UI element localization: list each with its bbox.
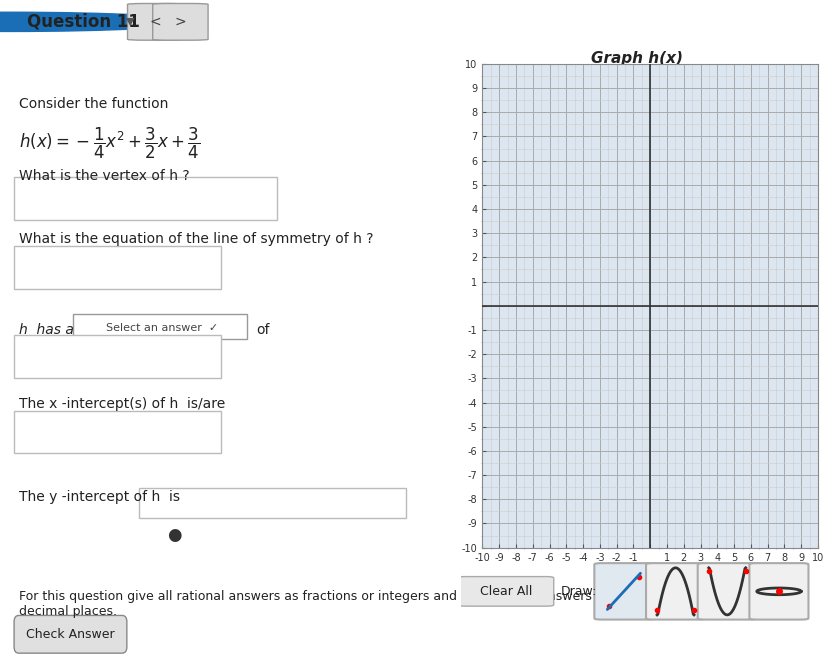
Text: >: > bbox=[175, 15, 186, 29]
Text: Graph h(x): Graph h(x) bbox=[591, 51, 683, 67]
Circle shape bbox=[0, 12, 195, 32]
FancyBboxPatch shape bbox=[749, 563, 809, 620]
Text: ▼: ▼ bbox=[126, 17, 134, 27]
Text: <: < bbox=[149, 15, 161, 29]
Text: Select an answer  ✓: Select an answer ✓ bbox=[106, 323, 218, 333]
FancyBboxPatch shape bbox=[14, 246, 221, 289]
Text: The x -intercept(s) of h  is/are: The x -intercept(s) of h is/are bbox=[18, 396, 225, 411]
FancyBboxPatch shape bbox=[698, 563, 757, 620]
Text: ●: ● bbox=[167, 526, 181, 544]
Text: Clear All: Clear All bbox=[480, 585, 532, 598]
Text: $h(x) = -\dfrac{1}{4}x^2 + \dfrac{3}{2}x + \dfrac{3}{4}$: $h(x) = -\dfrac{1}{4}x^2 + \dfrac{3}{2}x… bbox=[18, 126, 200, 161]
Text: For this question give all rational answers as fractions or integers and all irr: For this question give all rational answ… bbox=[18, 590, 676, 618]
FancyBboxPatch shape bbox=[646, 563, 705, 620]
Text: What is the vertex of h ?: What is the vertex of h ? bbox=[18, 169, 190, 183]
Text: Consider the function: Consider the function bbox=[18, 97, 173, 111]
FancyBboxPatch shape bbox=[458, 577, 554, 606]
FancyBboxPatch shape bbox=[138, 488, 406, 518]
FancyBboxPatch shape bbox=[14, 411, 221, 454]
FancyBboxPatch shape bbox=[14, 616, 127, 653]
FancyBboxPatch shape bbox=[73, 314, 247, 339]
FancyBboxPatch shape bbox=[14, 177, 277, 220]
Text: Question 11: Question 11 bbox=[27, 13, 140, 31]
FancyBboxPatch shape bbox=[14, 335, 221, 378]
FancyBboxPatch shape bbox=[594, 563, 654, 620]
Text: h  has a: h has a bbox=[18, 323, 74, 337]
FancyBboxPatch shape bbox=[128, 3, 183, 40]
FancyBboxPatch shape bbox=[153, 3, 208, 40]
Text: The y -intercept of h  is: The y -intercept of h is bbox=[18, 490, 180, 504]
Text: Check Answer: Check Answer bbox=[26, 628, 115, 641]
Text: of: of bbox=[256, 323, 269, 337]
Text: What is the equation of the line of symmetry of h ?: What is the equation of the line of symm… bbox=[18, 233, 373, 246]
Text: Draw:: Draw: bbox=[561, 585, 597, 598]
